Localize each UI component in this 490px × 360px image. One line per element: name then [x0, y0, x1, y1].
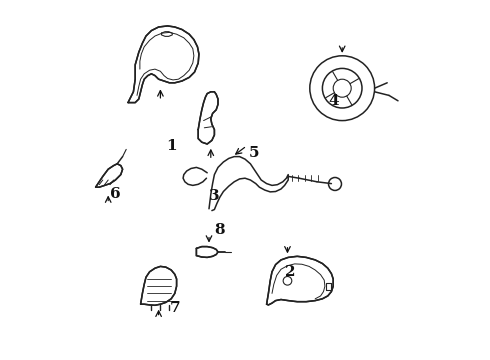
Text: 5: 5 — [249, 146, 259, 160]
Polygon shape — [96, 164, 122, 187]
Polygon shape — [196, 247, 218, 257]
Polygon shape — [141, 266, 176, 305]
Text: 7: 7 — [170, 301, 180, 315]
Polygon shape — [267, 256, 333, 305]
Text: 1: 1 — [166, 139, 176, 153]
Text: 4: 4 — [328, 94, 339, 108]
Text: 3: 3 — [209, 189, 220, 203]
Polygon shape — [198, 92, 218, 144]
Circle shape — [283, 276, 292, 285]
Circle shape — [322, 68, 362, 108]
Polygon shape — [128, 26, 199, 103]
Circle shape — [333, 79, 351, 97]
Text: 2: 2 — [285, 265, 295, 279]
Text: 8: 8 — [215, 224, 225, 237]
Circle shape — [310, 56, 374, 121]
Text: 6: 6 — [110, 188, 121, 201]
